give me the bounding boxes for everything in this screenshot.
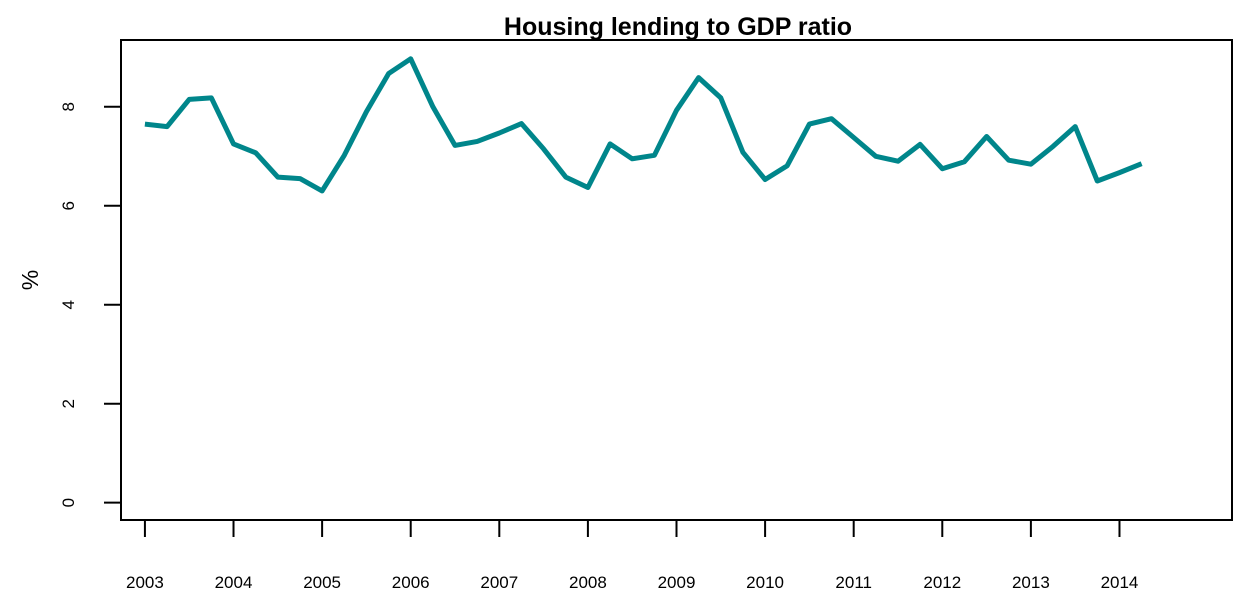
y-tick-label: 2	[59, 399, 78, 408]
x-tick-label: 2004	[215, 573, 253, 592]
x-tick-label: 2007	[480, 573, 518, 592]
x-tick-label: 2003	[126, 573, 164, 592]
x-tick-label: 2013	[1012, 573, 1050, 592]
x-tick-label: 2005	[303, 573, 341, 592]
x-tick-label: 2009	[658, 573, 696, 592]
x-axis: 2003 2004 2005 2006 2007 2008 2009 2010 2011 2012…	[126, 519, 1139, 592]
x-tick-label: 2008	[569, 573, 607, 592]
x-tick-label: 2014	[1101, 573, 1139, 592]
x-tick-label: 2006	[392, 573, 430, 592]
y-tick-label: 8	[59, 102, 78, 111]
y-tick-label: 6	[59, 201, 78, 210]
y-axis: 0 2 4 6 8	[59, 102, 122, 507]
y-tick-label: 4	[59, 300, 78, 309]
chart-title: Housing lending to GDP ratio	[504, 13, 852, 41]
y-tick-label: 0	[59, 498, 78, 507]
x-tick-label: 2010	[746, 573, 784, 592]
series-layer	[144, 56, 1143, 194]
x-tick-label: 2012	[923, 573, 961, 592]
x-tick-label: 2011	[835, 573, 872, 592]
series-line	[144, 56, 1143, 194]
y-axis-label: %	[17, 270, 43, 290]
